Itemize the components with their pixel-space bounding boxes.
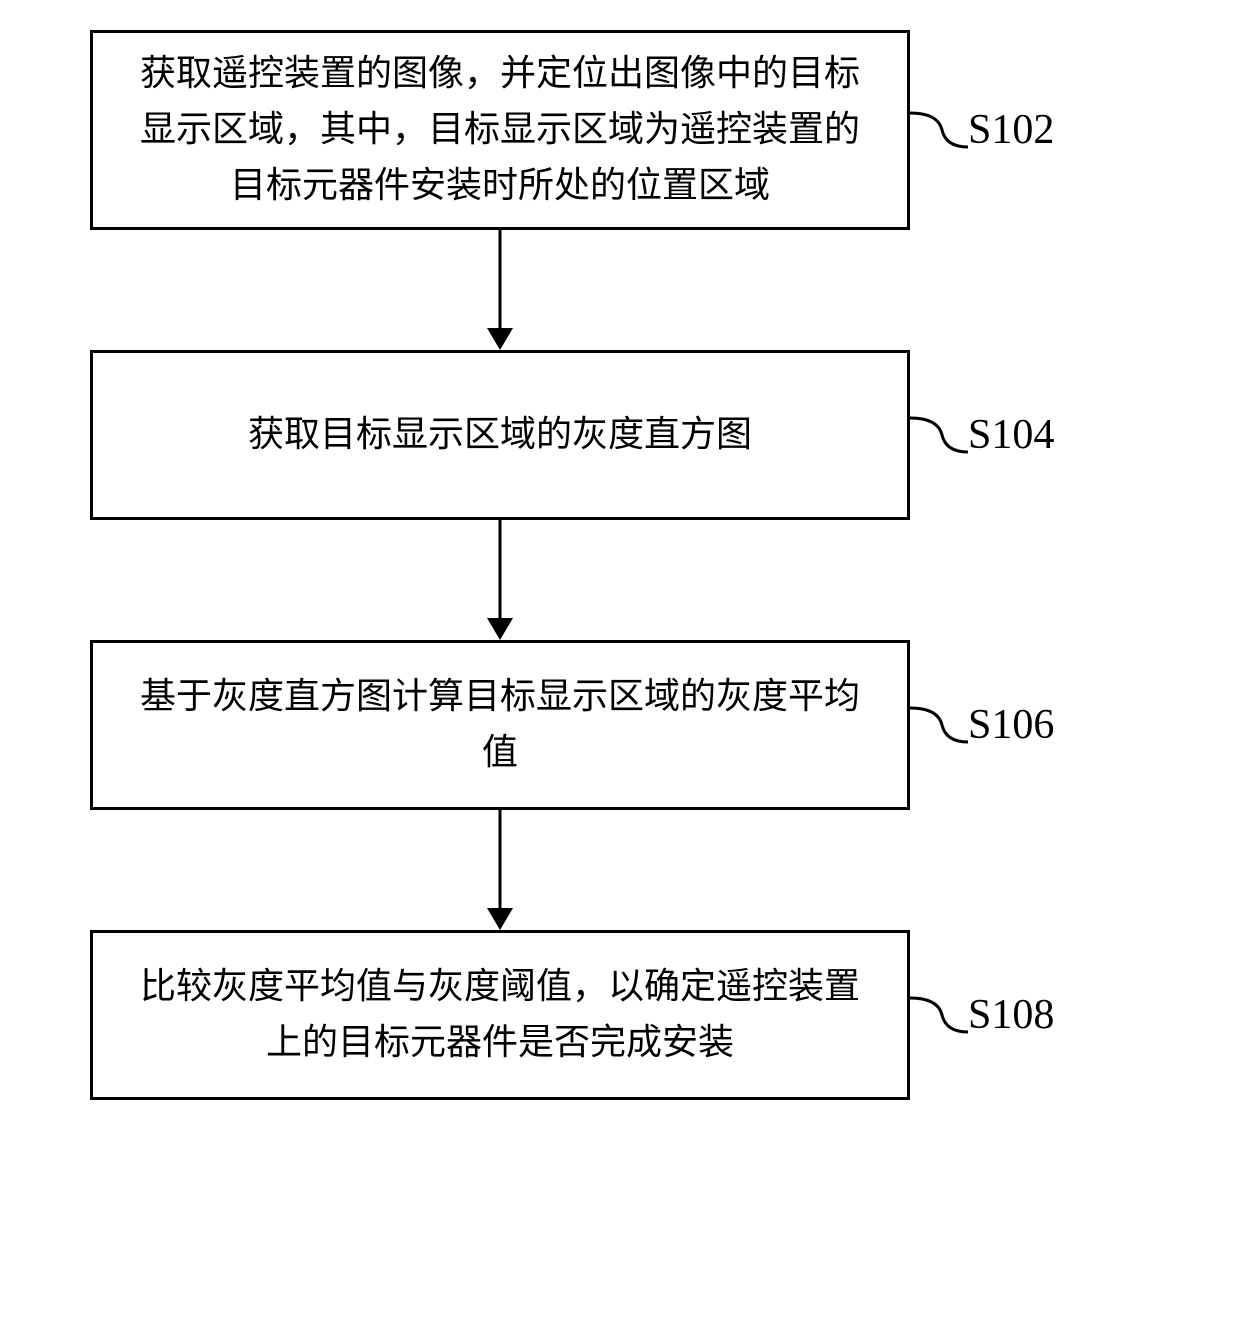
step-label: S106 <box>968 701 1054 749</box>
flow-box-s104: 获取目标显示区域的灰度直方图 <box>90 350 910 520</box>
label-connector: S102 <box>910 95 1054 165</box>
arrow-down-icon <box>485 230 515 350</box>
flow-step: 基于灰度直方图计算目标显示区域的灰度平均值 S106 <box>90 640 1150 810</box>
label-connector: S104 <box>910 400 1054 470</box>
flow-box-text: 获取遥控装置的图像，并定位出图像中的目标显示区域，其中，目标显示区域为遥控装置的… <box>123 46 877 213</box>
connector-curve-icon <box>910 690 968 760</box>
arrow-wrap <box>90 230 910 350</box>
step-label: S108 <box>968 991 1054 1039</box>
flow-box-s106: 基于灰度直方图计算目标显示区域的灰度平均值 <box>90 640 910 810</box>
connector-curve-icon <box>910 980 968 1050</box>
arrow-down-icon <box>485 520 515 640</box>
label-connector: S106 <box>910 690 1054 760</box>
flow-box-text: 基于灰度直方图计算目标显示区域的灰度平均值 <box>123 669 877 781</box>
flow-box-s102: 获取遥控装置的图像，并定位出图像中的目标显示区域，其中，目标显示区域为遥控装置的… <box>90 30 910 230</box>
step-label: S104 <box>968 411 1054 459</box>
connector-curve-icon <box>910 400 968 470</box>
flow-box-s108: 比较灰度平均值与灰度阈值，以确定遥控装置上的目标元器件是否完成安装 <box>90 930 910 1100</box>
flow-step: 比较灰度平均值与灰度阈值，以确定遥控装置上的目标元器件是否完成安装 S108 <box>90 930 1150 1100</box>
flowchart-container: 获取遥控装置的图像，并定位出图像中的目标显示区域，其中，目标显示区域为遥控装置的… <box>90 30 1150 1100</box>
arrow-wrap <box>90 810 910 930</box>
flow-step: 获取遥控装置的图像，并定位出图像中的目标显示区域，其中，目标显示区域为遥控装置的… <box>90 30 1150 230</box>
flow-box-text: 比较灰度平均值与灰度阈值，以确定遥控装置上的目标元器件是否完成安装 <box>123 959 877 1071</box>
arrow-down-icon <box>485 810 515 930</box>
step-label: S102 <box>968 106 1054 154</box>
connector-curve-icon <box>910 95 968 165</box>
flow-box-text: 获取目标显示区域的灰度直方图 <box>248 407 752 463</box>
flow-step: 获取目标显示区域的灰度直方图 S104 <box>90 350 1150 520</box>
arrow-wrap <box>90 520 910 640</box>
label-connector: S108 <box>910 980 1054 1050</box>
